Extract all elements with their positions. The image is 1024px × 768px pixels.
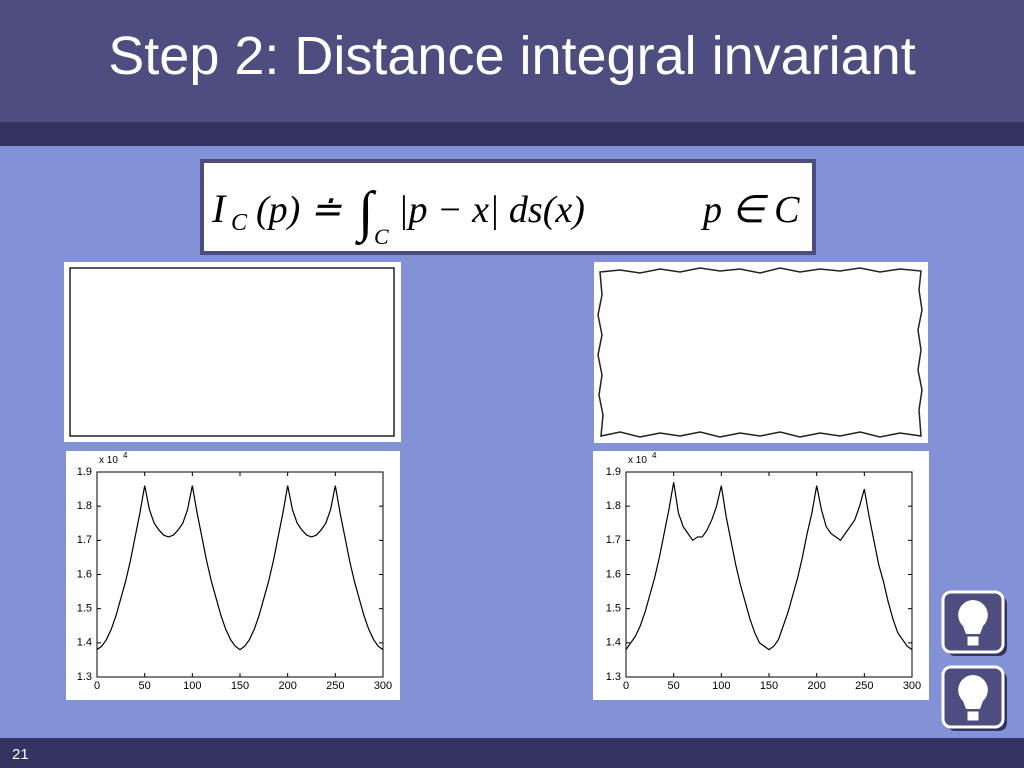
y-tick-label: 1.5: [77, 603, 92, 615]
x-tick-label: 50: [668, 680, 680, 692]
plot-frame: [96, 471, 384, 678]
y-tick-label: 1.3: [77, 671, 92, 683]
shape-image: [594, 262, 928, 443]
y-tick-label: 1.5: [606, 603, 621, 615]
bulb-base: [966, 635, 980, 647]
bulb-icon: [958, 600, 988, 634]
formula-box: [200, 159, 816, 255]
noisy-rectangle-shape: [597, 267, 923, 438]
data-line: [96, 485, 384, 651]
y-tick-label: 1.4: [77, 637, 92, 649]
formula-integral-sub: C: [374, 224, 389, 249]
rectangle-shape: [69, 267, 395, 437]
formula-arg: (p) ≐: [256, 189, 343, 231]
x-tick-label: 50: [139, 680, 151, 692]
y-tick-label: 1.9: [77, 466, 92, 478]
formula-sub: C: [231, 210, 248, 236]
slide-title: Step 2: Distance integral invariant: [108, 26, 915, 86]
x-tick-label: 150: [760, 680, 778, 692]
y-tick-label: 1.4: [606, 637, 621, 649]
x-tick-label: 100: [712, 680, 730, 692]
x-tick-label: 0: [623, 680, 629, 692]
x-tick-label: 100: [183, 680, 201, 692]
title-bar: [0, 0, 1024, 122]
data-line: [625, 482, 913, 651]
y-tick-label: 1.8: [77, 500, 92, 512]
shape-image: [64, 262, 401, 442]
x-tick-label: 0: [94, 680, 100, 692]
plot-frame: [625, 471, 913, 678]
hint-button[interactable]: [941, 665, 1007, 731]
formula-integrand: |p − x| ds(x): [398, 189, 585, 231]
x-tick-label: 150: [231, 680, 249, 692]
y-tick-label: 1.6: [77, 568, 92, 580]
formula-symbol: I: [211, 186, 227, 231]
y-tick-label: 1.6: [606, 568, 621, 580]
chart-panel: [593, 451, 929, 700]
hint-button[interactable]: [941, 590, 1007, 656]
x-tick-label: 200: [807, 680, 825, 692]
formula-integral: ∫: [355, 181, 377, 246]
y-tick-label: 1.8: [606, 500, 621, 512]
y-tick-label: 1.7: [606, 534, 621, 546]
chart-panel: [66, 451, 400, 700]
title-stripe: [0, 122, 1024, 146]
x-tick-label: 300: [903, 680, 921, 692]
y-tick-label: 1.3: [606, 671, 621, 683]
slide-number: 21: [12, 746, 29, 763]
x-tick-label: 250: [855, 680, 873, 692]
x-tick-label: 300: [374, 680, 392, 692]
y-multiplier: x 10: [628, 455, 647, 466]
y-multiplier-exponent: 4: [652, 451, 657, 460]
bulb-base: [966, 710, 980, 722]
x-tick-label: 200: [278, 680, 296, 692]
y-multiplier-exponent: 4: [123, 451, 128, 460]
x-tick-label: 250: [326, 680, 344, 692]
y-tick-label: 1.7: [77, 534, 92, 546]
bulb-icon: [958, 675, 988, 709]
y-multiplier: x 10: [99, 455, 118, 466]
formula-condition: p ∈ C: [700, 189, 800, 231]
y-tick-label: 1.9: [606, 466, 621, 478]
footer-bar: [0, 738, 1024, 768]
